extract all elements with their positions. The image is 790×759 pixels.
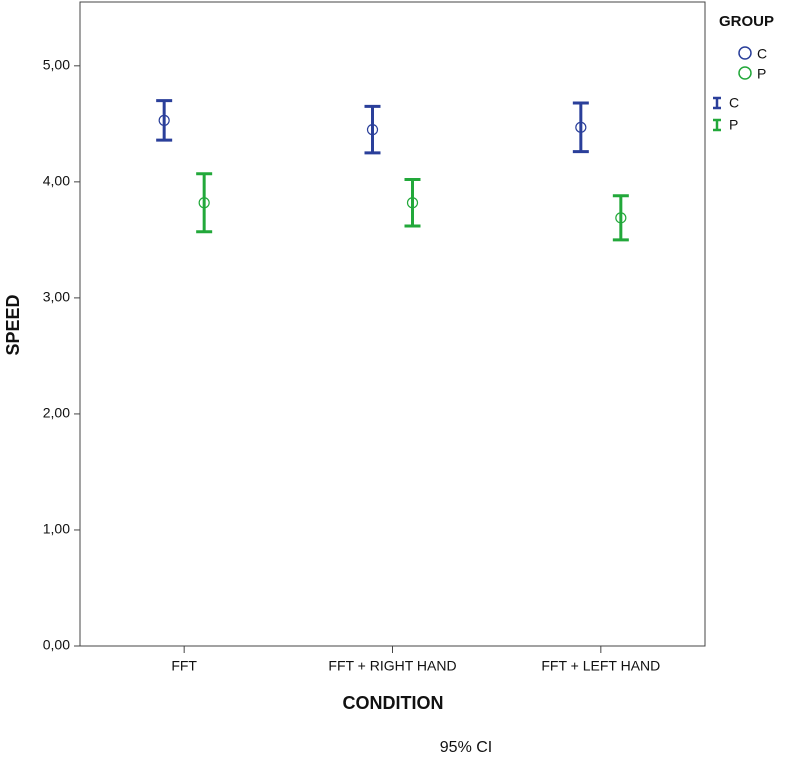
legend-label: C — [729, 95, 739, 111]
mean-marker — [198, 197, 210, 209]
footnote: 95% CI — [440, 739, 492, 756]
legend-label: P — [729, 117, 738, 133]
x-tick-label: FFT — [171, 658, 197, 674]
legend-marker — [738, 66, 752, 80]
mean-marker — [615, 212, 627, 224]
error-bar — [196, 172, 213, 234]
x-tick-label: FFT + LEFT HAND — [541, 658, 660, 674]
legend-label: P — [757, 66, 766, 82]
error-bar — [612, 194, 629, 242]
mean-marker — [366, 124, 379, 136]
x-tick-label: FFT + RIGHT HAND — [328, 658, 456, 674]
y-tick-label: 3,00 — [43, 289, 70, 305]
mean-marker — [158, 114, 170, 126]
legend-title: GROUP — [719, 13, 774, 30]
y-tick-label: 2,00 — [43, 405, 70, 421]
error-bar — [364, 104, 381, 155]
legend-marker — [738, 46, 752, 60]
mean-marker — [406, 197, 419, 209]
y-axis-title: SPEED — [3, 294, 23, 355]
x-axis-title: CONDITION — [343, 693, 444, 713]
error-bar — [156, 99, 173, 142]
legend-errorbar — [713, 96, 721, 110]
y-tick-label: 0,00 — [43, 637, 70, 653]
plot-frame — [79, 1, 706, 647]
y-tick-label: 4,00 — [43, 173, 70, 189]
legend-errorbar — [713, 118, 721, 132]
error-bar — [404, 178, 421, 228]
y-tick-label: 5,00 — [43, 57, 70, 73]
mean-marker — [575, 121, 587, 133]
y-tick-label: 1,00 — [43, 521, 70, 537]
error-bar — [572, 101, 589, 154]
legend-label: C — [757, 46, 767, 62]
